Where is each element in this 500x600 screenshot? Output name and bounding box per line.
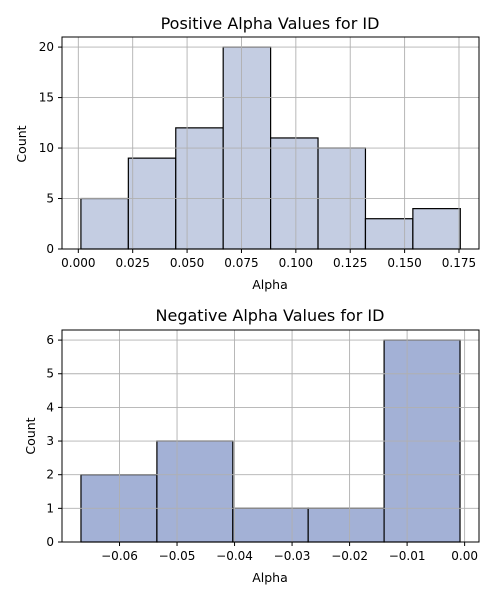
y-axis-label: Count	[14, 125, 29, 162]
chart-negative-alpha: Negative Alpha Values for ID Alpha Count…	[23, 306, 480, 585]
x-tick-label: −0.04	[216, 549, 253, 563]
histogram-bar	[307, 507, 385, 543]
x-tick-label: 0.075	[224, 256, 258, 270]
plot-frame	[61, 329, 480, 543]
grid	[62, 330, 479, 543]
x-axis-label: Alpha	[252, 570, 288, 585]
chart-positive-alpha: Positive Alpha Values for ID Alpha Count…	[14, 14, 480, 292]
x-tick-label: 0.100	[279, 256, 313, 270]
x-tick-label: −0.06	[101, 549, 138, 563]
x-tick-label: 0.150	[387, 256, 421, 270]
histogram-bar	[270, 137, 319, 250]
x-tick-label: 0.050	[170, 256, 204, 270]
y-tick-label: 5	[46, 192, 54, 206]
x-tick-label: 0.00	[451, 549, 478, 563]
chart-title: Positive Alpha Values for ID	[161, 14, 380, 33]
y-tick-label: 5	[46, 367, 54, 381]
histogram-bar	[364, 218, 414, 250]
x-tick-label: −0.05	[159, 549, 196, 563]
x-tick-label: 0.125	[333, 256, 367, 270]
y-tick-label: 20	[39, 40, 54, 54]
histogram-bar	[156, 440, 234, 543]
x-tick-label: 0.175	[442, 256, 476, 270]
grid	[62, 37, 479, 250]
histogram-bar	[232, 507, 309, 543]
plot-frame	[61, 36, 480, 250]
y-axis-label: Count	[23, 417, 38, 454]
y-tick-label: 4	[46, 400, 54, 414]
y-tick-label: 10	[39, 141, 54, 155]
ticks: 0.000 0.025 0.050 0.075 0.100 0.125 0.150 0.175…	[39, 40, 476, 270]
y-tick-label: 0	[46, 535, 54, 549]
x-axis-label: Alpha	[252, 277, 288, 292]
y-tick-label: 2	[46, 468, 54, 482]
ticks: −0.06 −0.05 −0.04 −0.03 −0.02 −0.01 0.00 0 1 2 3 4 5…	[46, 333, 478, 563]
x-tick-label: 0.000	[61, 256, 95, 270]
x-tick-label: 0.025	[116, 256, 150, 270]
chart-title: Negative Alpha Values for ID	[156, 306, 385, 325]
x-tick-label: −0.01	[389, 549, 426, 563]
y-tick-label: 0	[46, 242, 54, 256]
histogram-bar	[412, 208, 461, 250]
y-tick-label: 1	[46, 501, 54, 515]
histogram-bar	[127, 157, 177, 250]
histogram-bar	[175, 127, 224, 250]
histogram-bar	[80, 197, 129, 250]
y-tick-label: 3	[46, 434, 54, 448]
y-tick-label: 15	[39, 91, 54, 105]
x-tick-label: −0.02	[331, 549, 368, 563]
y-tick-label: 6	[46, 333, 54, 347]
x-tick-label: −0.03	[274, 549, 311, 563]
